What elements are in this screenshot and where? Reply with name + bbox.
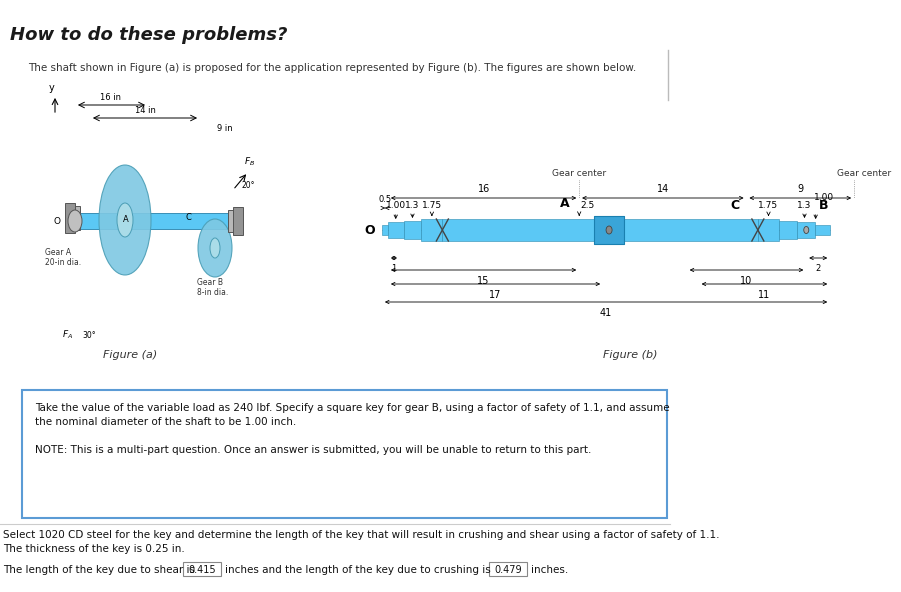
Text: 1.00: 1.00 xyxy=(386,201,405,210)
Text: 20°: 20° xyxy=(242,181,256,189)
Text: How to do these problems?: How to do these problems? xyxy=(10,26,287,44)
Text: 0.479: 0.479 xyxy=(494,565,522,575)
Bar xyxy=(233,207,243,235)
Text: Gear A
20-in dia.: Gear A 20-in dia. xyxy=(45,248,81,268)
Text: 2: 2 xyxy=(815,264,821,273)
Bar xyxy=(70,206,80,230)
Text: the nominal diameter of the shaft to be 1.00 inch.: the nominal diameter of the shaft to be … xyxy=(35,417,296,427)
Text: 1.75: 1.75 xyxy=(422,201,442,210)
Bar xyxy=(404,221,422,239)
Text: 15: 15 xyxy=(478,276,490,286)
Text: C: C xyxy=(185,214,191,223)
Text: Gear B
8-in dia.: Gear B 8-in dia. xyxy=(197,278,228,297)
Text: Gear center: Gear center xyxy=(837,169,891,178)
Bar xyxy=(796,222,815,238)
Text: 1.3: 1.3 xyxy=(797,201,812,210)
Bar xyxy=(388,222,404,238)
Text: 1: 1 xyxy=(391,264,396,273)
Text: B: B xyxy=(819,199,828,212)
Bar xyxy=(594,216,624,244)
Ellipse shape xyxy=(198,219,232,277)
Ellipse shape xyxy=(606,226,612,234)
Text: O: O xyxy=(53,217,60,226)
Text: inches and the length of the key due to crushing is: inches and the length of the key due to … xyxy=(225,565,491,575)
Text: y: y xyxy=(50,83,55,93)
Text: 16 in: 16 in xyxy=(101,93,122,102)
Text: 0.415: 0.415 xyxy=(188,565,216,575)
Bar xyxy=(594,216,624,244)
Text: 9: 9 xyxy=(797,184,804,194)
Text: 16: 16 xyxy=(478,184,490,194)
Bar xyxy=(624,219,758,241)
Text: $F_A$: $F_A$ xyxy=(62,329,74,341)
Text: 1.3: 1.3 xyxy=(405,201,420,210)
Text: 17: 17 xyxy=(489,290,502,300)
Text: Figure (b): Figure (b) xyxy=(603,350,657,360)
Bar xyxy=(489,562,527,576)
Bar xyxy=(422,219,442,241)
Bar xyxy=(758,219,778,241)
Bar xyxy=(778,221,796,239)
Text: 0.5: 0.5 xyxy=(378,195,392,204)
Text: C: C xyxy=(730,199,739,212)
Text: O: O xyxy=(365,224,376,236)
Ellipse shape xyxy=(210,238,220,258)
Text: 41: 41 xyxy=(600,308,612,318)
Text: Select 1020 CD steel for the key and determine the length of the key that will r: Select 1020 CD steel for the key and det… xyxy=(3,530,720,540)
Bar xyxy=(442,219,594,241)
Text: The shaft shown in Figure (a) is proposed for the application represented by Fig: The shaft shown in Figure (a) is propose… xyxy=(28,63,636,73)
Text: 2.5: 2.5 xyxy=(580,201,595,210)
Text: $F_B$: $F_B$ xyxy=(244,156,256,168)
Bar xyxy=(382,225,388,235)
Bar xyxy=(228,210,238,232)
Text: 30°: 30° xyxy=(82,330,96,339)
Text: Take the value of the variable load as 240 lbf. Specify a square key for gear B,: Take the value of the variable load as 2… xyxy=(35,403,669,413)
Text: 1.75: 1.75 xyxy=(759,201,778,210)
Text: 10: 10 xyxy=(741,276,752,286)
Text: 1.00: 1.00 xyxy=(814,193,833,202)
Bar xyxy=(22,390,667,518)
Text: 14: 14 xyxy=(657,184,669,194)
Ellipse shape xyxy=(804,227,809,233)
Text: Figure (a): Figure (a) xyxy=(103,350,157,360)
Bar xyxy=(183,562,221,576)
Text: 14 in: 14 in xyxy=(134,106,156,115)
Ellipse shape xyxy=(68,210,82,232)
Text: A: A xyxy=(123,214,129,224)
Text: Gear center: Gear center xyxy=(552,169,606,178)
Ellipse shape xyxy=(99,165,151,275)
Ellipse shape xyxy=(117,203,133,237)
Text: A: A xyxy=(560,197,570,210)
Text: 11: 11 xyxy=(759,290,770,300)
Bar xyxy=(815,225,830,235)
Text: The thickness of the key is 0.25 in.: The thickness of the key is 0.25 in. xyxy=(3,544,185,554)
Text: NOTE: This is a multi-part question. Once an answer is submitted, you will be un: NOTE: This is a multi-part question. Onc… xyxy=(35,445,591,455)
Text: inches.: inches. xyxy=(531,565,569,575)
Bar xyxy=(75,213,230,229)
Bar xyxy=(65,203,75,233)
Text: 9 in: 9 in xyxy=(217,124,232,133)
Text: The length of the key due to shear is: The length of the key due to shear is xyxy=(3,565,195,575)
